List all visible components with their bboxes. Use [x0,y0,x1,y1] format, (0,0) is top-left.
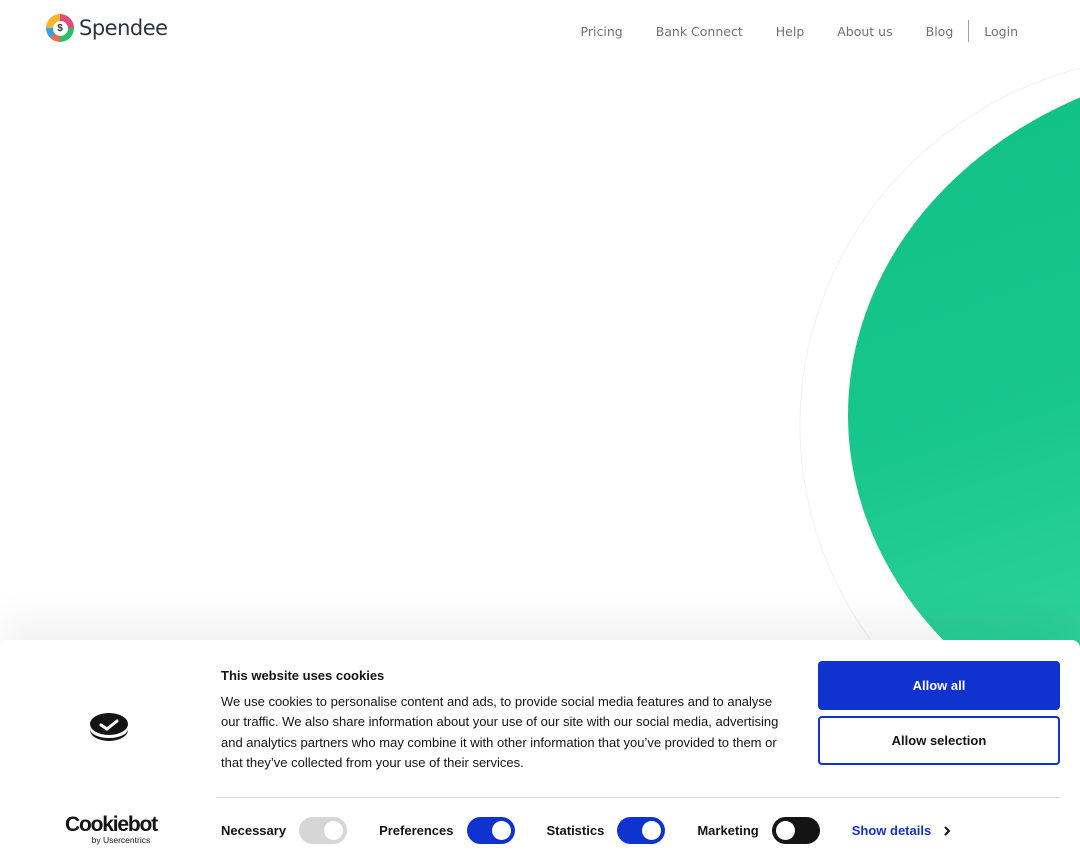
show-details-label: Show details [851,823,932,838]
main-nav: Pricing Bank Connect Help About us Blog … [548,20,1018,42]
nav-about-us[interactable]: About us [837,23,893,39]
cookiebot-logo: Cookiebot by Usercentrics [65,813,158,845]
toggle-label-preferences: Preferences [379,823,454,838]
preferences-toggle[interactable] [466,817,515,844]
cookiebot-brand-sub: by Usercentrics [91,835,151,845]
nav-help[interactable]: Help [775,23,805,39]
toggle-label-marketing: Marketing [697,823,759,838]
allow-all-button[interactable]: Allow all [818,661,1060,710]
chevron-right-icon [944,825,951,836]
show-details-link[interactable]: Show details [852,823,951,838]
spendee-logo-icon: $ [46,14,74,42]
hero-green-circle [848,97,1080,733]
nav-divider [968,20,970,42]
nav-pricing[interactable]: Pricing [580,23,623,39]
cookie-title: This website uses cookies [221,668,385,683]
allow-selection-button[interactable]: Allow selection [818,716,1060,765]
spendee-logo[interactable]: $ Spendee [46,14,168,42]
nav-login[interactable]: Login [984,23,1018,39]
header: $ Spendee Pricing Bank Connect Help Abou… [0,0,1080,58]
marketing-toggle[interactable] [771,817,820,844]
cookiebot-brand: Cookiebot [65,813,158,836]
nav-bank-connect[interactable]: Bank Connect [655,23,743,39]
necessary-toggle [299,817,348,844]
consent-toggles: Necessary Preferences Statistics Marketi… [221,817,951,844]
banner-divider [216,797,1060,798]
cookiebot-check-icon [90,713,128,741]
decorative-ring [799,67,1080,783]
toggle-label-statistics: Statistics [546,823,605,838]
logo-symbol: $ [52,20,68,36]
statistics-toggle[interactable] [617,817,666,844]
cookie-body: We use cookies to personalise content an… [221,694,779,770]
nav-blog[interactable]: Blog [925,23,954,39]
logo-text: Spendee [79,16,168,40]
toggle-label-necessary: Necessary [221,823,287,838]
